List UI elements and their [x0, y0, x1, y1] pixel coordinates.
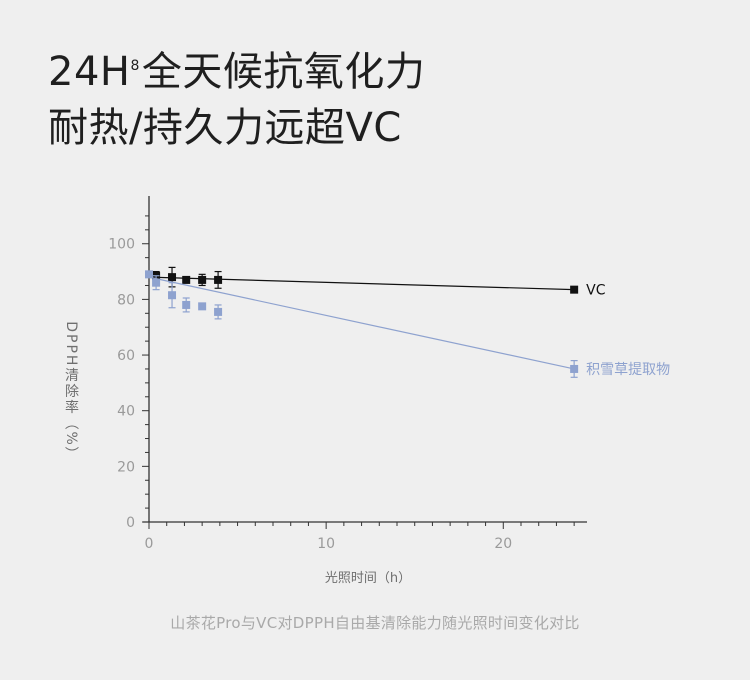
- extract-data-point: [168, 291, 177, 300]
- y-tick-label: 60: [117, 348, 135, 364]
- headline-line-2: 耐热/持久力远超VC: [48, 105, 402, 151]
- vc-series-label: VC: [586, 283, 606, 299]
- headline-line-1: 24H8全天候抗氧化力: [48, 44, 425, 100]
- vc-data-point: [182, 275, 191, 284]
- extract-data-point: [570, 364, 579, 373]
- extract-data-point: [214, 307, 223, 316]
- x-tick-label: 20: [494, 536, 512, 552]
- extract-fit-line: [148, 276, 575, 370]
- extract-data-point: [198, 302, 207, 311]
- y-axis-label: DPPH清除率（%）: [63, 321, 79, 463]
- y-tick-label: 80: [117, 292, 135, 308]
- x-axis-label: 光照时间（h）: [325, 571, 411, 586]
- footnote-marker: 8: [130, 58, 140, 74]
- headline: 24H8全天候抗氧化力 耐热/持久力远超VC: [48, 44, 425, 156]
- extract-data-point: [182, 300, 191, 309]
- dpph-chart: 0 20 40 60 80 100 0 10 20 光照时间（h） DPPH清除率（%） VC 积雪草提…: [63, 196, 670, 586]
- y-tick-label: 20: [117, 459, 135, 475]
- vc-data-point: [198, 275, 207, 284]
- extract-data-point: [152, 278, 161, 287]
- headline-line-1-rest: 全天候抗氧化力: [141, 49, 426, 95]
- vc-data-point: [214, 275, 223, 284]
- extract-data-point: [145, 270, 153, 279]
- vc-data-point: [570, 285, 579, 294]
- headline-24h: 24H: [48, 49, 131, 95]
- y-tick-label: 40: [117, 404, 135, 420]
- x-tick-label: 0: [145, 536, 154, 552]
- y-tick-label: 0: [126, 515, 135, 531]
- extract-series-label: 积雪草提取物: [586, 362, 670, 378]
- x-tick-label: 10: [317, 536, 335, 552]
- chart-container: 0 20 40 60 80 100 0 10 20 光照时间（h） DPPH清除率（%） VC 积雪草提…: [0, 190, 750, 600]
- chart-caption: 山茶花Pro与VC对DPPH自由基清除能力随光照时间变化对比: [170, 614, 580, 632]
- vc-fit-line: [148, 276, 575, 291]
- vc-data-point: [168, 273, 177, 282]
- y-tick-label: 100: [108, 237, 135, 253]
